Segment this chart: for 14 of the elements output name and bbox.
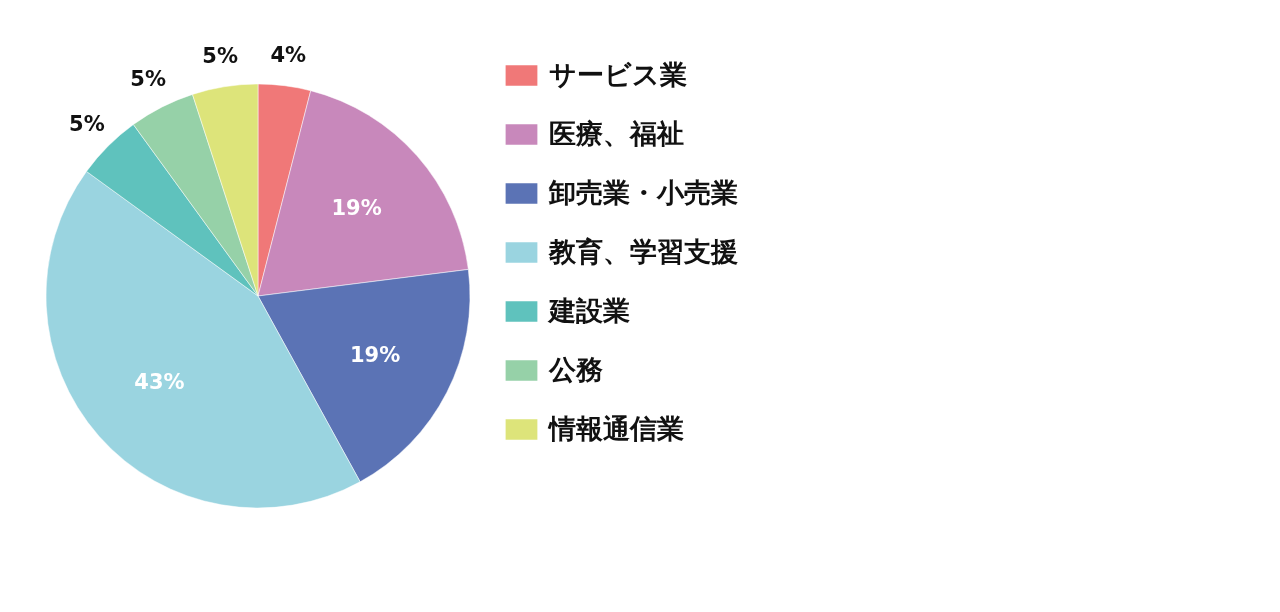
legend-label: サービス業	[549, 58, 687, 90]
legend-label: 公務	[548, 353, 603, 385]
data-label: 19%	[349, 342, 401, 367]
data-label: 19%	[331, 196, 382, 221]
data-label: 4%	[270, 42, 307, 67]
data-label: 43%	[134, 369, 185, 394]
legend-label: 医療、福祉	[549, 117, 684, 149]
legend-label: 卸売業・小売業	[548, 176, 738, 208]
legend-label: 情報通信業	[547, 412, 684, 444]
data-label: 5%	[69, 111, 105, 136]
legend-label: 建設業	[547, 294, 630, 326]
data-label: 5%	[130, 67, 166, 92]
data-label: 5%	[202, 43, 238, 68]
legend-label: 教育、学習支援	[548, 235, 738, 267]
